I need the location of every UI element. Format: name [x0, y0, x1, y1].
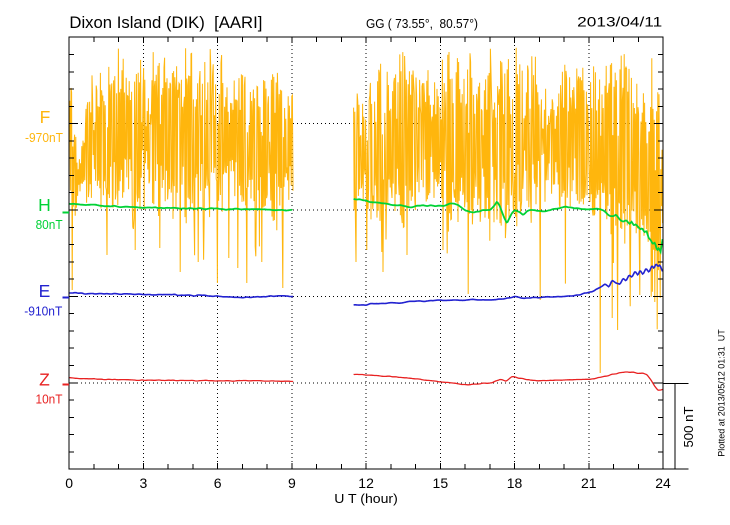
svg-text:3: 3 [140, 475, 148, 491]
svg-text:80nT: 80nT [36, 217, 63, 232]
svg-text:15: 15 [433, 475, 449, 491]
svg-text:21: 21 [581, 475, 597, 491]
svg-text:9: 9 [288, 475, 296, 491]
svg-text:Dixon Island (DIK) [AARI]: Dixon Island (DIK) [AARI] [69, 13, 262, 32]
svg-text:Z: Z [39, 370, 50, 390]
svg-text:24: 24 [655, 475, 671, 491]
svg-text:-910nT: -910nT [24, 304, 62, 319]
svg-text:Plotted at 2013/05/12 01:31 U: Plotted at 2013/05/12 01:31 UT [717, 329, 727, 457]
svg-text:F: F [40, 107, 51, 127]
svg-text:12: 12 [358, 475, 374, 491]
svg-text:-970nT: -970nT [25, 130, 63, 145]
svg-text:H: H [38, 195, 51, 215]
svg-text:E: E [39, 281, 51, 301]
svg-text:GG ( 73.55°, 80.57°): GG ( 73.55°, 80.57°) [366, 16, 478, 31]
svg-text:18: 18 [507, 475, 523, 491]
svg-text:0: 0 [65, 475, 73, 491]
svg-text:6: 6 [214, 475, 222, 491]
svg-text:2013/04/11: 2013/04/11 [577, 14, 662, 30]
svg-text:500 nT: 500 nT [681, 406, 696, 447]
svg-text:10nT: 10nT [36, 392, 63, 407]
svg-text:U T (hour): U T (hour) [334, 491, 398, 506]
